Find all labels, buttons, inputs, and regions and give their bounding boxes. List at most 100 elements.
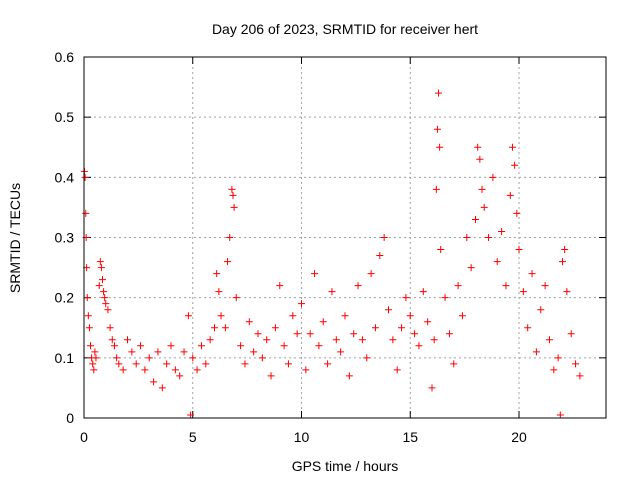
data-point xyxy=(389,336,397,344)
data-point xyxy=(498,227,506,235)
data-point xyxy=(337,348,345,356)
data-point xyxy=(104,306,112,314)
data-point xyxy=(110,342,118,350)
data-point xyxy=(506,191,514,199)
data-point xyxy=(424,318,432,326)
data-point xyxy=(358,336,366,344)
data-point xyxy=(532,348,540,356)
data-point xyxy=(90,366,98,374)
data-point xyxy=(254,330,262,338)
data-point xyxy=(354,282,362,290)
data-point xyxy=(82,209,90,217)
data-point xyxy=(576,372,584,380)
data-point xyxy=(393,366,401,374)
data-point xyxy=(556,411,564,419)
data-point xyxy=(108,336,116,344)
data-point xyxy=(419,288,427,296)
data-point xyxy=(485,234,493,241)
data-point xyxy=(480,203,488,211)
data-point xyxy=(141,366,149,374)
data-point xyxy=(213,270,221,278)
data-point xyxy=(154,348,162,356)
data-point xyxy=(101,294,109,302)
data-point xyxy=(245,318,253,326)
data-point xyxy=(119,366,127,374)
data-point xyxy=(332,336,340,344)
data-point xyxy=(163,360,171,368)
data-point xyxy=(528,270,536,278)
data-point xyxy=(81,173,89,181)
data-point xyxy=(463,234,471,241)
data-point xyxy=(441,294,449,302)
grid-lines xyxy=(84,57,606,418)
data-point xyxy=(230,203,238,211)
data-point xyxy=(258,354,266,362)
data-point xyxy=(563,288,571,296)
data-point xyxy=(150,378,158,386)
data-point xyxy=(559,258,566,266)
data-point xyxy=(85,324,93,332)
x-tick-label: 5 xyxy=(189,429,197,445)
data-point xyxy=(472,215,479,223)
data-point xyxy=(132,360,140,368)
data-point xyxy=(476,155,484,163)
data-point xyxy=(445,330,453,338)
data-point xyxy=(567,330,575,338)
data-point xyxy=(84,312,92,320)
data-point xyxy=(436,143,444,151)
y-tick-label: 0.1 xyxy=(55,350,75,366)
data-point xyxy=(98,276,106,284)
data-point xyxy=(224,258,232,266)
y-tick-label: 0 xyxy=(66,410,74,426)
data-point xyxy=(519,288,527,296)
data-point xyxy=(124,336,131,344)
data-point xyxy=(411,330,419,338)
y-axis-label: SRMTID / TECUs xyxy=(7,183,23,293)
data-point xyxy=(263,336,271,344)
data-point xyxy=(493,258,501,266)
data-point xyxy=(145,354,153,362)
data-point xyxy=(193,366,201,374)
data-point xyxy=(511,161,519,169)
data-point xyxy=(113,354,121,362)
data-point xyxy=(345,372,353,380)
data-point xyxy=(450,360,458,368)
data-point xyxy=(515,246,523,254)
x-axis-label: GPS time / hours xyxy=(292,458,399,474)
data-point xyxy=(315,342,323,350)
data-point xyxy=(508,143,516,151)
data-point xyxy=(302,366,310,374)
data-point xyxy=(561,246,569,254)
data-point xyxy=(276,282,284,290)
data-point xyxy=(489,173,497,181)
data-point xyxy=(430,336,438,344)
data-point xyxy=(293,330,301,338)
data-point xyxy=(100,288,108,296)
data-point xyxy=(371,324,379,332)
data-point xyxy=(158,384,166,392)
data-point xyxy=(228,185,236,193)
data-point xyxy=(128,348,136,356)
data-point xyxy=(324,360,332,368)
data-point xyxy=(432,185,440,193)
data-point xyxy=(537,306,545,314)
data-point xyxy=(376,252,384,260)
x-tick-label: 20 xyxy=(511,429,527,445)
data-point xyxy=(167,342,175,350)
data-point xyxy=(428,384,436,392)
y-tick-label: 0.6 xyxy=(55,49,75,65)
data-point xyxy=(284,360,292,368)
data-point xyxy=(102,300,110,308)
data-point xyxy=(206,336,214,344)
data-point xyxy=(180,348,188,356)
data-point xyxy=(226,234,234,241)
data-point xyxy=(221,324,229,332)
data-point xyxy=(271,324,279,332)
data-point xyxy=(341,312,349,320)
data-point xyxy=(250,348,258,356)
data-point xyxy=(184,312,192,320)
data-point xyxy=(550,366,558,374)
axis-ticks: 0 0.1 0.2 0.3 0.4 0.5 0.6 0 5 10 15 20 xyxy=(55,49,606,445)
data-point xyxy=(350,330,358,338)
data-point xyxy=(454,282,462,290)
